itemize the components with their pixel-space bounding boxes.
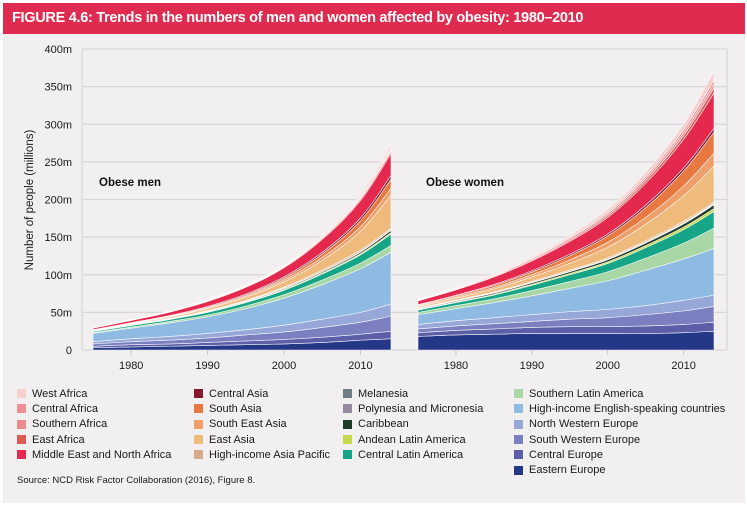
legend-label: Central Africa [32, 402, 99, 415]
legend-item: Central Europe [514, 447, 725, 462]
y-tick-label: 50m [51, 307, 72, 319]
legend-swatch [17, 419, 26, 429]
legend-label: Eastern Europe [529, 464, 606, 477]
legend-label: Central Asia [209, 387, 269, 400]
panel-obese-men: 1980 1990 2000 2010 Obese men [92, 143, 392, 372]
legend-item: South Asia [194, 401, 330, 416]
legend-label: High-income Asia Pacific [209, 448, 331, 461]
legend-swatch [17, 404, 26, 414]
legend-swatch [194, 419, 203, 429]
area-west-africa [92, 143, 392, 329]
legend-swatch [514, 419, 523, 429]
legend-swatch [514, 450, 523, 460]
legend-label: Central Latin America [358, 448, 464, 461]
legend-label: Caribbean [358, 418, 409, 431]
legend-swatch [343, 419, 352, 429]
legend-label: Central Europe [529, 448, 603, 461]
legend-item: Melanesia [343, 386, 483, 401]
legend-label: East Asia [209, 433, 255, 446]
legend-item: South Western Europe [514, 432, 725, 447]
legend-swatch [17, 389, 26, 399]
x-tick-label: 1990 [520, 360, 544, 372]
legend-swatch [194, 404, 203, 414]
legend-label: South Western Europe [529, 433, 641, 446]
y-tick-label: 0 [66, 345, 72, 357]
legend-swatch [343, 404, 352, 414]
legend-label: Middle East and North Africa [32, 448, 172, 461]
legend-label: Southern Africa [32, 418, 108, 431]
legend-swatch [343, 450, 352, 460]
y-tick-label: 300m [44, 119, 72, 131]
y-tick-label: 150m [44, 232, 72, 244]
legend-label: Southern Latin America [529, 387, 644, 400]
panel-label: Obese men [99, 177, 161, 189]
x-tick-label: 1980 [119, 360, 143, 372]
area-west-africa [417, 69, 715, 301]
panel-label: Obese women [426, 177, 504, 189]
legend-label: South Asia [209, 402, 262, 415]
y-axis-ticks: 0 50m 100m 150m 200m 250m 300m 350m 400m [44, 44, 72, 357]
legend-item: Middle East and North Africa [17, 447, 171, 462]
legend-item: High-income Asia Pacific [194, 447, 330, 462]
legend-item: Caribbean [343, 417, 483, 432]
x-tick-label: 2000 [272, 360, 296, 372]
legend-swatch [514, 435, 523, 445]
legend-column: Melanesia Polynesia and Micronesia Caribbe… [343, 386, 483, 462]
legend-swatch [514, 389, 523, 399]
source-note: Source: NCD Risk Factor Collaboration (2… [17, 475, 256, 486]
legend-item: Polynesia and Micronesia [343, 401, 483, 416]
legend-item: Southern Latin America [514, 386, 725, 401]
x-tick-label: 2010 [671, 360, 695, 372]
legend-item: High-income English-speaking countries [514, 401, 725, 416]
x-tick-label: 2000 [596, 360, 620, 372]
legend-item: Eastern Europe [514, 462, 725, 477]
legend-swatch [17, 435, 26, 445]
y-tick-label: 100m [44, 270, 72, 282]
legend-item: East Asia [194, 432, 330, 447]
legend-label: East Africa [32, 433, 85, 446]
legend-item: Andean Latin America [343, 432, 483, 447]
y-tick-label: 400m [44, 44, 72, 56]
legend-label: High-income English-speaking countries [529, 402, 726, 415]
legend-item: Central Asia [194, 386, 330, 401]
legend-label: Andean Latin America [358, 433, 466, 446]
legend-item: West Africa [17, 386, 171, 401]
legend-swatch [194, 389, 203, 399]
legend-swatch [514, 465, 523, 475]
x-tick-label: 2010 [348, 360, 372, 372]
legend-swatch [343, 389, 352, 399]
legend-label: Polynesia and Micronesia [358, 402, 484, 415]
legend-label: North Western Europe [529, 418, 639, 431]
legend-column: Central Asia South Asia South East Asia Eas… [194, 386, 330, 462]
legend-label: Melanesia [358, 387, 409, 400]
legend-item: South East Asia [194, 417, 330, 432]
legend-swatch [343, 435, 352, 445]
panel-obese-women: 1980 1990 2000 2010 Obese women [417, 69, 715, 372]
y-tick-label: 250m [44, 157, 72, 169]
legend-column: Southern Latin America High-income Englis… [514, 386, 725, 478]
y-tick-label: 350m [44, 82, 72, 94]
legend-swatch [194, 435, 203, 445]
y-tick-label: 200m [44, 195, 72, 207]
legend-item: Central Latin America [343, 447, 483, 462]
legend-swatch [17, 450, 26, 460]
legend-item: East Africa [17, 432, 171, 447]
x-tick-label: 1990 [195, 360, 219, 372]
legend-item: North Western Europe [514, 417, 725, 432]
legend-item: Southern Africa [17, 417, 171, 432]
x-tick-label: 1980 [444, 360, 468, 372]
legend-label: South East Asia [209, 418, 287, 431]
legend-item: Central Africa [17, 401, 171, 416]
y-axis-title: Number of people (millions) [24, 130, 36, 271]
legend-column: West Africa Central Africa Southern Africa… [17, 386, 171, 462]
legend-swatch [514, 404, 523, 414]
legend-label: West Africa [32, 387, 88, 400]
legend-swatch [194, 450, 203, 460]
title-bar: FIGURE 4.6: Trends in the numbers of men… [3, 3, 745, 34]
figure-title: FIGURE 4.6: Trends in the numbers of men… [12, 10, 584, 26]
